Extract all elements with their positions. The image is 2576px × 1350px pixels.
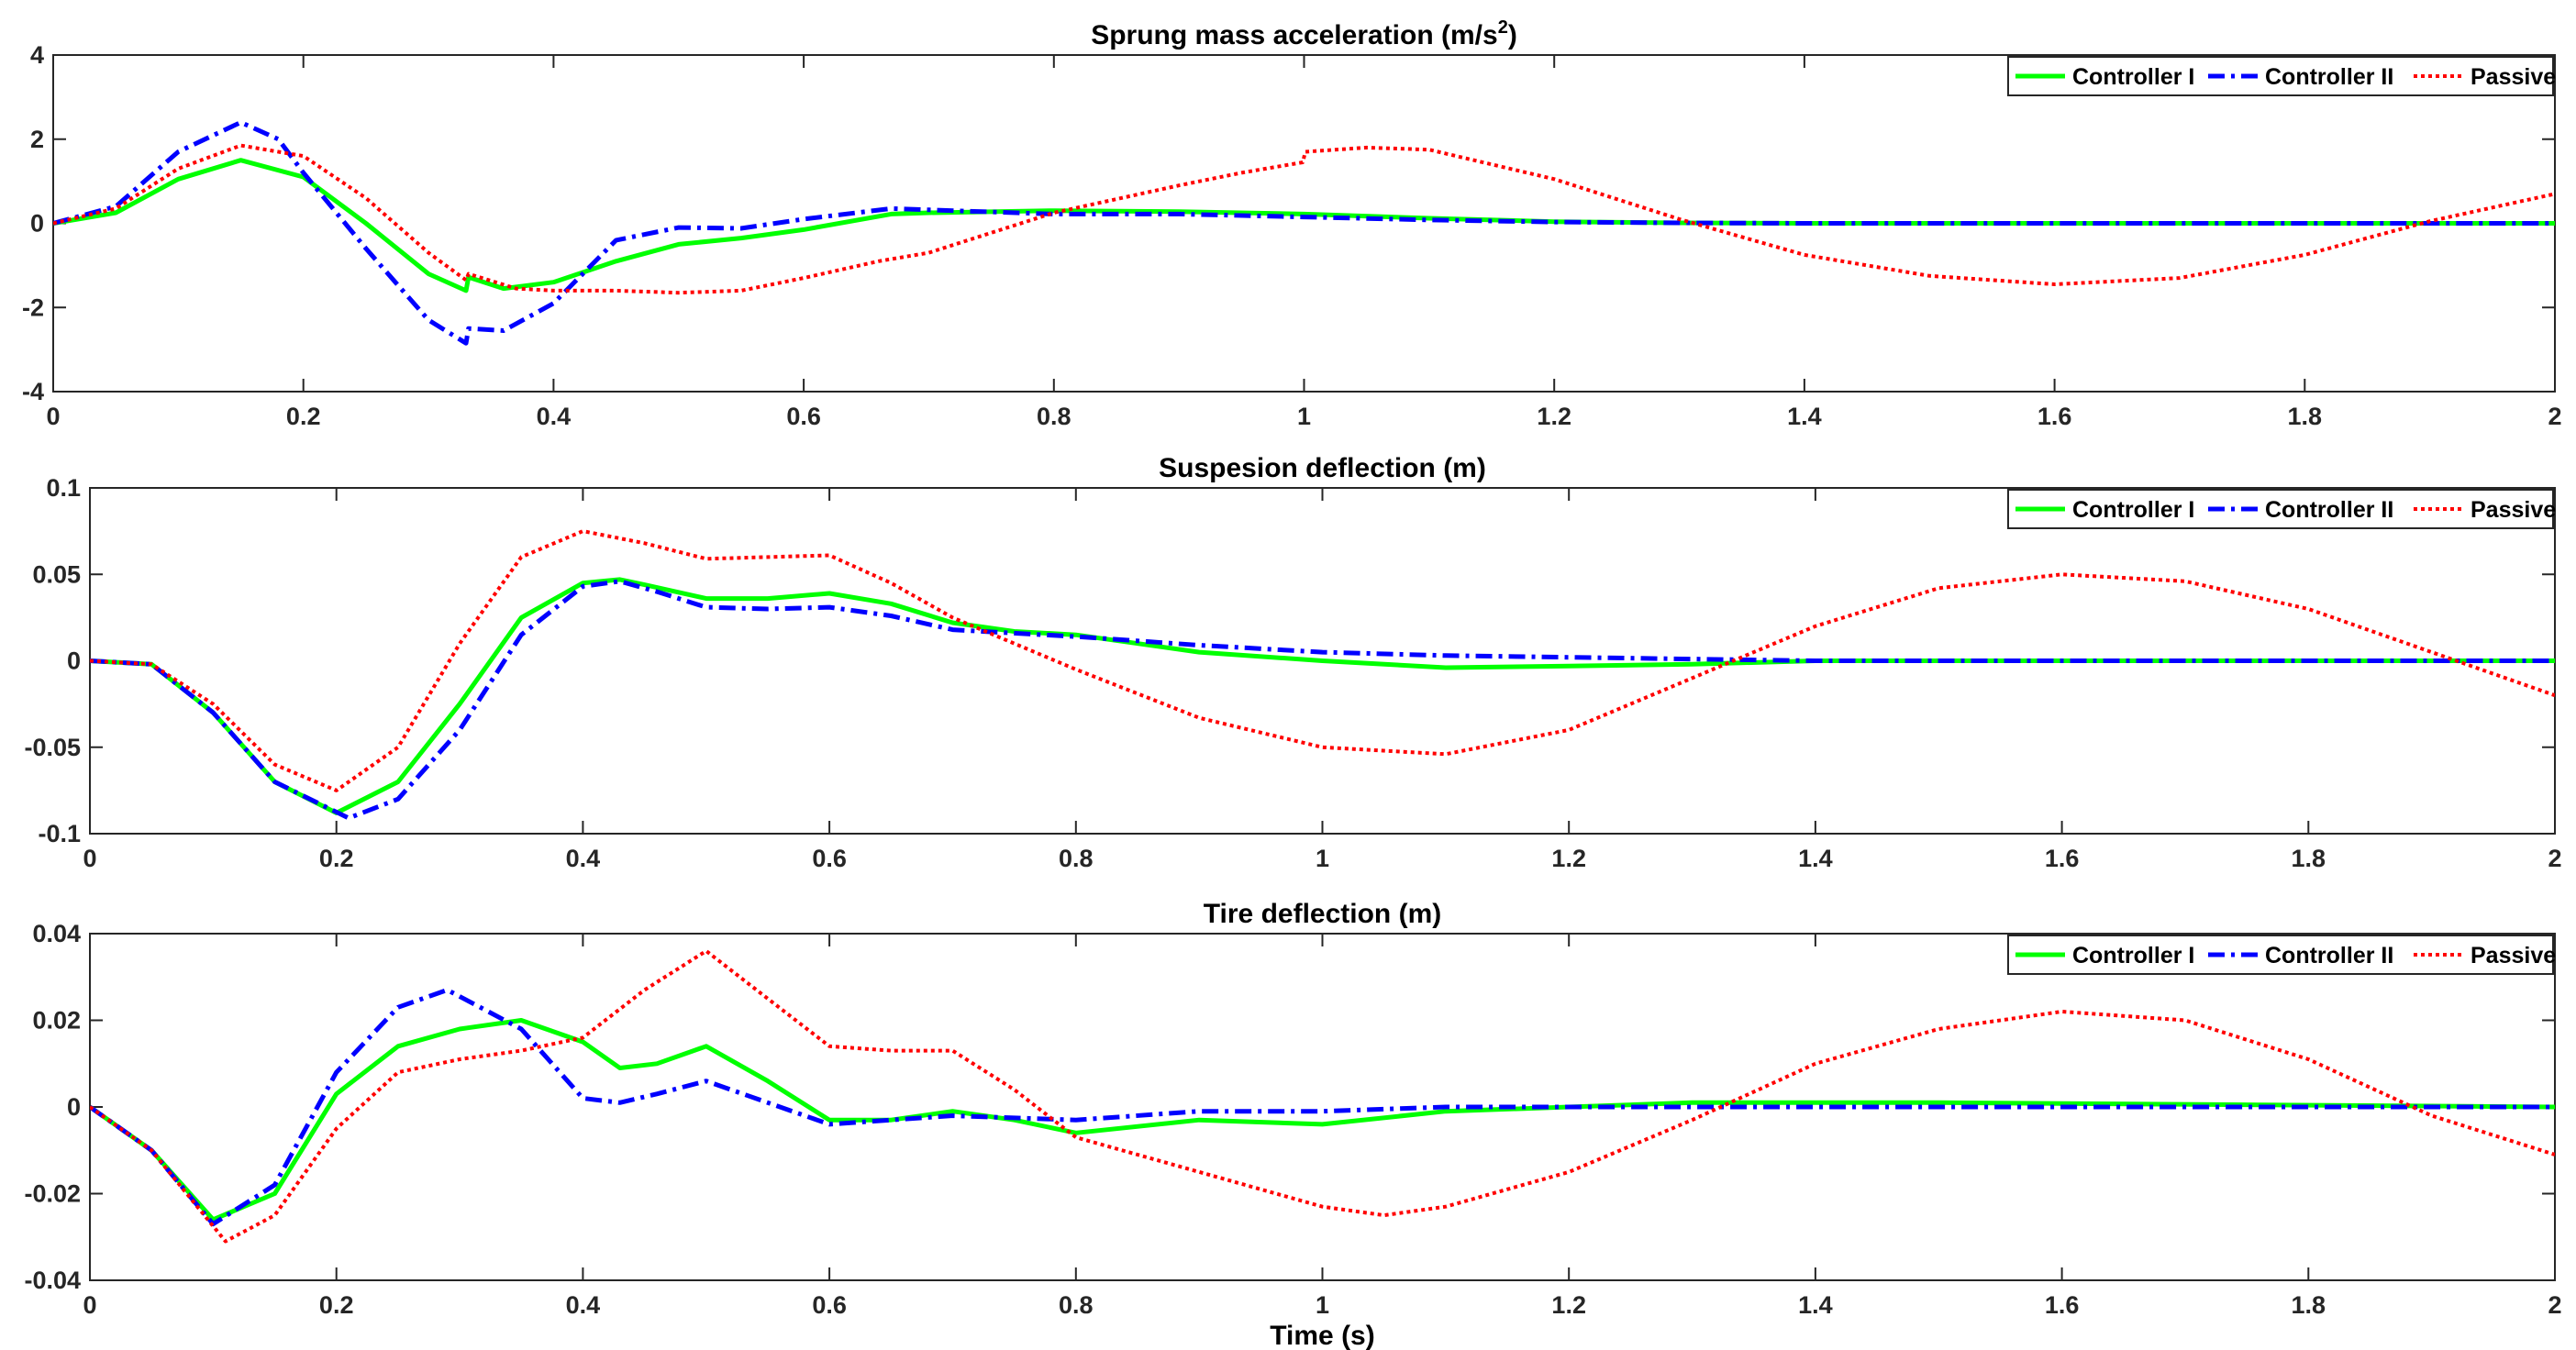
series-line-passive [90,529,2555,792]
y-tick-label: -0.02 [24,1180,81,1208]
x-tick-label: 1.4 [1787,403,1822,430]
legend-label: Controller I [2072,64,2194,90]
x-tick-label: 1.2 [1537,403,1571,430]
y-tick-label: -4 [22,378,44,405]
y-tick-label: 0.05 [32,560,81,588]
x-tick-label: 0 [83,845,96,872]
legend: Controller I Controller II Passive [2007,489,2556,529]
x-tick-label: 1.6 [2037,403,2072,430]
x-tick-label: 2 [2548,403,2561,430]
y-tick-label: 0.04 [32,920,81,947]
y-tick-label: 0 [67,647,81,675]
x-tick-label: 1 [1316,845,1329,872]
chart-title-superscript: 2 [1498,17,1508,38]
legend-box [2007,489,2554,529]
chart-title: Suspesion deflection (m) [1159,453,1486,483]
chart-panel-3: 0 0.2 0.4 0.6 0.8 1 1.2 1.4 1.6 1.8 2 -0.04 -0.02 0 0.… [24,899,2561,1350]
x-tick-label: 1.8 [2292,1291,2326,1319]
chart-title-end: ) [1508,20,1517,50]
x-tick-label: 1.8 [2288,403,2323,430]
x-tick-label: 1.2 [1551,845,1586,872]
x-tick-label: 1 [1297,403,1311,430]
x-tick-label: 0.2 [319,1291,354,1319]
series-line-controller-ii [90,987,2555,1227]
x-tick-label: 0 [83,1291,96,1319]
x-tick-label: 0.6 [812,1291,847,1319]
series-group [90,948,2555,1244]
y-tick-label: -0.04 [24,1267,81,1294]
y-tick-label: 0 [30,210,44,238]
x-tick-label: 1.4 [1798,1291,1833,1319]
chart-title-text: Tire deflection (m) [1204,899,1441,929]
y-tick-label: 2 [30,126,44,153]
x-tick-label: 0.8 [1059,1291,1094,1319]
chart-title: Sprung mass acceleration (m/s2) [1091,17,1517,50]
series-group [90,529,2555,821]
x-tick-label: 1.2 [1551,1291,1586,1319]
legend-label: Controller I [2072,943,2194,968]
legend-label: Passive [2471,497,2556,523]
chart-title-text: Sprung mass acceleration (m/s [1091,20,1498,50]
x-tick-label: 0.6 [786,403,821,430]
chart-panel-1: 0 0.2 0.4 0.6 0.8 1 1.2 1.4 1.6 1.8 2 -4 -2 0 2 4 Sprung… [22,17,2562,430]
x-tick-label: 1.6 [2045,1291,2080,1319]
x-tick-label: 0.4 [566,845,601,872]
x-tick-label: 0.2 [319,845,354,872]
y-tick-label: 4 [30,41,44,69]
x-tick-label: 0.8 [1037,403,1071,430]
series-line-controller-ii [90,579,2555,821]
legend: Controller I Controller II Passive [2007,56,2556,96]
legend-label: Controller II [2265,497,2393,523]
x-tick-label: 0.6 [812,845,847,872]
x-tick-label: 2 [2548,1291,2561,1319]
x-tick-label: 0 [46,403,60,430]
x-tick-label: 2 [2548,845,2561,872]
x-tick-label: 1.8 [2292,845,2326,872]
x-tick-label: 1.4 [1798,845,1833,872]
legend: Controller I Controller II Passive [2007,935,2556,975]
y-tick-label: -2 [22,293,44,321]
x-tick-label: 0.4 [566,1291,601,1319]
chart-title-text: Suspesion deflection (m) [1159,453,1486,483]
y-tick-label: -0.05 [24,734,81,761]
legend-label: Controller II [2265,64,2393,90]
x-tick-label: 1 [1316,1291,1329,1319]
series-group [53,119,2555,346]
y-tick-label: 0.02 [32,1007,81,1035]
series-line-controller-i [90,1018,2555,1223]
x-tick-label: 0.8 [1059,845,1094,872]
legend-label: Passive [2471,64,2556,90]
legend-label: Passive [2471,943,2556,968]
x-tick-label: 1.6 [2045,845,2080,872]
series-line-passive [53,143,2555,295]
y-tick-label: 0 [67,1093,81,1121]
legend-box [2007,935,2554,975]
chart-panel-2: 0 0.2 0.4 0.6 0.8 1 1.2 1.4 1.6 1.8 2 -0.1 -0.05 0 0.0… [24,453,2561,872]
series-line-controller-ii [53,119,2555,346]
x-tick-label: 0.2 [286,403,321,430]
x-tick-label: 0.4 [537,403,572,430]
y-tick-label: 0.1 [46,474,81,502]
y-tick-label: -0.1 [38,820,81,847]
chart-title: Tire deflection (m) [1204,899,1441,929]
series-line-controller-i [53,158,2555,293]
legend-box [2007,56,2554,96]
x-axis-label: Time (s) [1270,1321,1374,1350]
legend-label: Controller I [2072,497,2194,523]
legend-label: Controller II [2265,943,2393,968]
